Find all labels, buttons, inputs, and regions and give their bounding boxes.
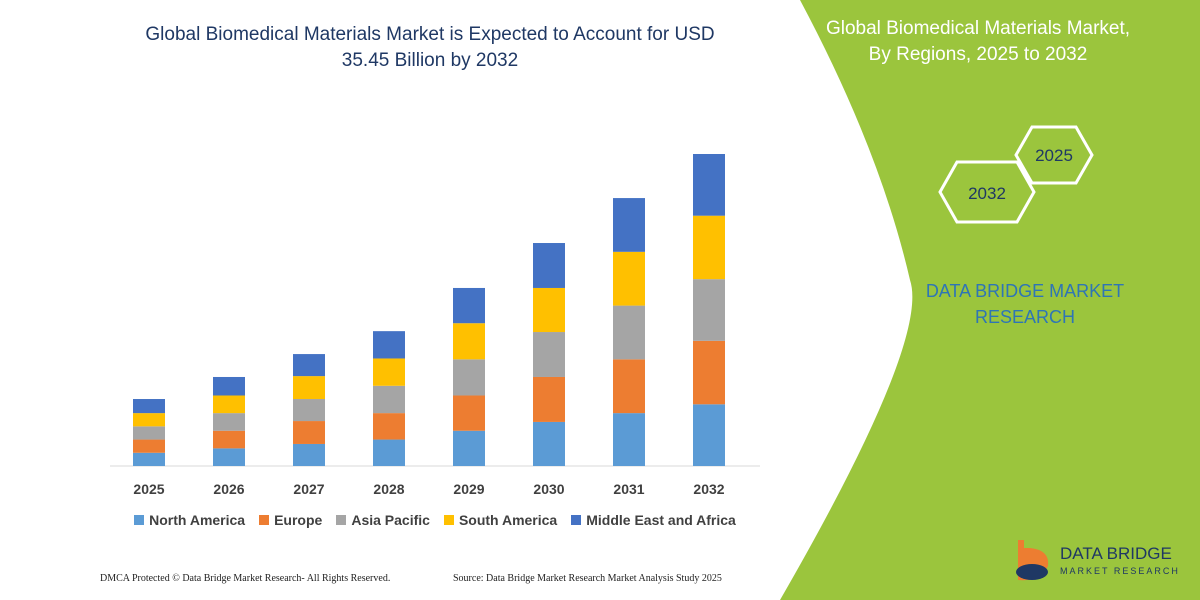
legend-label: Europe (274, 512, 323, 528)
legend-label: North America (149, 512, 246, 528)
logo-tagline: MARKET RESEARCH (1060, 566, 1180, 576)
bar-segment (613, 305, 645, 360)
bar-segment (133, 413, 165, 427)
bar-segment (453, 323, 485, 360)
legend-swatch (336, 515, 347, 525)
bar-segment (133, 426, 165, 440)
bar-segment (373, 331, 405, 359)
legend-item: South America (443, 512, 558, 528)
bar-segment (533, 287, 565, 333)
bar-segment (133, 452, 165, 466)
legend-swatch (134, 515, 145, 525)
bar-segment (613, 198, 645, 252)
x-tick-label: 2026 (213, 481, 244, 497)
bar-segment (293, 354, 325, 377)
footer-note: DMCA Protected © Data Bridge Market Rese… (100, 573, 391, 584)
x-tick-label: 2025 (133, 481, 164, 497)
brand: DATA BRIDGE MARKET RESEARCH (925, 281, 1125, 327)
legend-item: Middle East and Africa (571, 512, 736, 528)
footer-source: Source: Data Bridge Market Research Mark… (453, 573, 722, 584)
bar-segment (213, 413, 245, 431)
legend: North America Europe Asia Pacific South Ame… (110, 512, 760, 528)
x-tick-label: 2029 (453, 481, 484, 497)
bar-segment (533, 421, 565, 466)
bar-segment (533, 243, 565, 288)
bar-segment (533, 376, 565, 422)
bar-segment (213, 376, 245, 396)
hexagon-label: 2025 (1035, 146, 1073, 165)
bar-segment (613, 413, 645, 466)
logo-icon (1016, 540, 1049, 581)
bar-segment (533, 332, 565, 377)
hexagon (1014, 125, 1094, 185)
bar-segment (373, 385, 405, 414)
bar-segment (213, 430, 245, 449)
x-tick-label: 2032 (693, 481, 724, 497)
panel-title: Global Biomedical Materials Market, By R… (825, 18, 1131, 65)
x-tick-label: 2027 (293, 481, 324, 497)
bar-segment (693, 215, 725, 280)
x-tick-label: 2031 (613, 481, 644, 497)
logo-name: DATA BRIDGE (1060, 544, 1172, 563)
legend-label: Asia Pacific (351, 512, 430, 528)
hexagon-label: 2032 (968, 184, 1006, 203)
chart-title: Global Biomedical Materials Market is Ex… (145, 24, 715, 71)
bar-segment (373, 439, 405, 466)
legend-swatch (259, 515, 270, 525)
bar-segment (293, 443, 325, 466)
bar-segment (693, 404, 725, 466)
bar-segment (613, 359, 645, 414)
bar-segment (453, 395, 485, 431)
bar-segment (373, 358, 405, 386)
bar-segment (293, 421, 325, 444)
bar-segment (133, 399, 165, 414)
bar-segment (373, 413, 405, 440)
bar-segment (693, 340, 725, 405)
green-panel (780, 0, 1200, 600)
bar-segment (693, 279, 725, 341)
legend-swatch (571, 515, 582, 525)
legend-item: Europe (259, 512, 322, 528)
legend-label: Middle East and Africa (586, 512, 736, 528)
bar-segment (693, 154, 725, 216)
bar-segment (613, 251, 645, 306)
legend-swatch (443, 515, 454, 525)
hexagon (938, 160, 1036, 224)
bar-segment (293, 399, 325, 422)
legend-item: North America (134, 512, 245, 528)
bar-segment (133, 439, 165, 453)
bar-segment (213, 448, 245, 466)
bar-segment (453, 359, 485, 396)
legend-label: South America (458, 512, 558, 528)
bar-segment (293, 376, 325, 400)
bar-segment (453, 287, 485, 324)
bar-segment (453, 430, 485, 466)
bar-segment (213, 395, 245, 414)
legend-item: Asia Pacific (336, 512, 430, 528)
x-tick-label: 2030 (533, 481, 564, 497)
x-tick-label: 2028 (373, 481, 404, 497)
